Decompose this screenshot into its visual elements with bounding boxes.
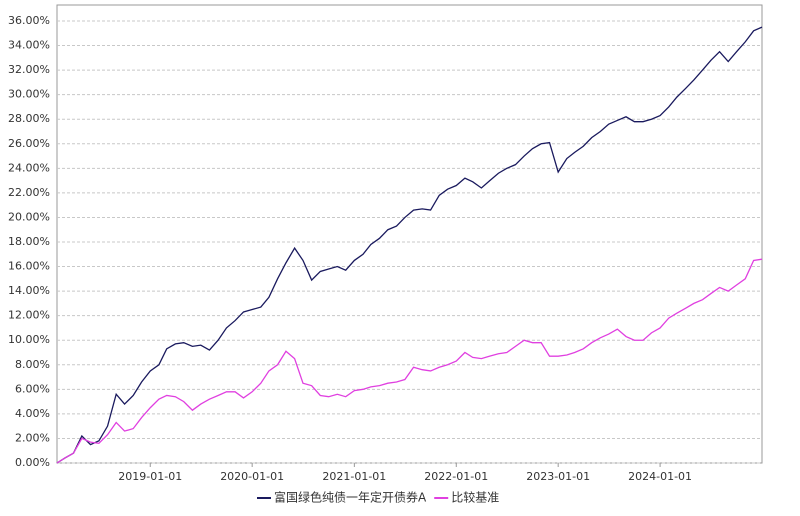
x-tick-label: 2023-01-01 — [526, 470, 590, 483]
y-tick-label: 22.00% — [8, 186, 50, 199]
x-tick-label: 2021-01-01 — [322, 470, 386, 483]
legend-label: 比较基准 — [451, 490, 499, 505]
y-tick-label: 26.00% — [8, 137, 50, 150]
legend-label: 富国绿色纯债一年定开债券A — [274, 490, 427, 505]
y-tick-label: 18.00% — [8, 235, 50, 248]
y-tick-label: 12.00% — [8, 309, 50, 322]
y-tick-label: 2.00% — [15, 431, 50, 444]
y-tick-label: 36.00% — [8, 14, 50, 27]
series-line — [56, 258, 763, 464]
y-tick-label: 20.00% — [8, 210, 50, 223]
y-tick-label: 28.00% — [8, 112, 50, 125]
y-tick-label: 4.00% — [15, 407, 50, 420]
y-tick-label: 34.00% — [8, 39, 50, 52]
y-tick-label: 32.00% — [8, 63, 50, 76]
x-tick-label: 2022-01-01 — [424, 470, 488, 483]
series-line — [56, 26, 763, 464]
x-tick-label: 2024-01-01 — [628, 470, 692, 483]
plot-frame — [56, 4, 763, 464]
y-tick-label: 8.00% — [15, 358, 50, 371]
x-tick-label: 2020-01-01 — [220, 470, 284, 483]
y-tick-label: 14.00% — [8, 284, 50, 297]
y-tick-label: 0.00% — [15, 456, 50, 469]
y-tick-label: 10.00% — [8, 333, 50, 346]
y-tick-label: 24.00% — [8, 161, 50, 174]
x-tick-label: 2019-01-01 — [118, 470, 182, 483]
y-tick-label: 6.00% — [15, 382, 50, 395]
y-tick-label: 16.00% — [8, 260, 50, 273]
y-tick-label: 30.00% — [8, 88, 50, 101]
